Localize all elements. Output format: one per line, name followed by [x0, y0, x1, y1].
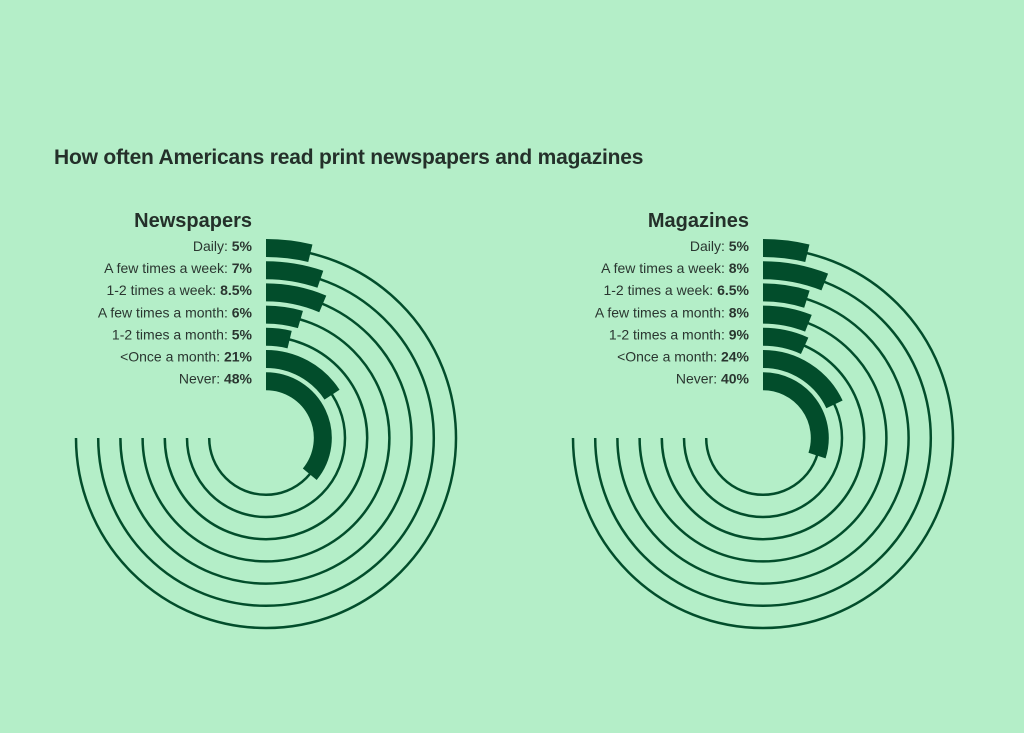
- label-never: Never: 48%: [179, 371, 253, 387]
- label-separator: :: [224, 304, 232, 320]
- label-separator: :: [713, 371, 721, 387]
- label-separator: :: [224, 260, 232, 276]
- value-label: 24%: [721, 349, 750, 365]
- category-label: Never: [676, 371, 714, 387]
- bar-never: [762, 372, 829, 459]
- label-separator: :: [216, 371, 224, 387]
- label-never: Never: 40%: [676, 371, 750, 387]
- value-label: 8%: [729, 260, 750, 276]
- value-label: 8.5%: [220, 282, 252, 298]
- label-1-2-times-a-month: 1-2 times a month: 9%: [609, 326, 750, 342]
- label-daily: Daily: 5%: [690, 238, 750, 254]
- track-a-few-times-a-month: [141, 313, 391, 563]
- track-a-few-times-a-week: [96, 268, 436, 608]
- value-label: 5%: [232, 238, 253, 254]
- bar-never: [265, 372, 332, 480]
- category-label: A few times a week: [104, 260, 225, 276]
- label-1-2-times-a-month: 1-2 times a month: 5%: [112, 326, 253, 342]
- label-daily: Daily: 5%: [193, 238, 253, 254]
- category-label: 1-2 times a month: [609, 326, 721, 342]
- label-a-few-times-a-week: A few times a week: 8%: [601, 260, 749, 276]
- category-label: 1-2 times a week: [106, 282, 213, 298]
- bar-a-few-times-a-week: [762, 261, 829, 291]
- label-separator: :: [721, 260, 729, 276]
- value-label: 6.5%: [717, 282, 749, 298]
- label-1-2-times-a-week: 1-2 times a week: 8.5%: [106, 282, 252, 298]
- label-a-few-times-a-month: A few times a month: 8%: [595, 304, 750, 320]
- panel-title: Newspapers: [134, 210, 252, 232]
- label-1-2-times-a-week: 1-2 times a week: 6.5%: [603, 282, 749, 298]
- label-separator: :: [721, 304, 729, 320]
- value-label: 40%: [721, 371, 750, 387]
- value-label: 48%: [224, 371, 253, 387]
- track-1-2-times-a-month: [163, 335, 369, 541]
- category-label: 1-2 times a week: [603, 282, 710, 298]
- bar-daily: [762, 239, 810, 263]
- label-separator: :: [216, 349, 224, 365]
- newspapers-panel: Newspapers Daily: 5% A few times a week: 7…: [74, 210, 458, 630]
- label-a-few-times-a-week: A few times a week: 7%: [104, 260, 252, 276]
- category-label: A few times a week: [601, 260, 722, 276]
- category-label: Never: [179, 371, 217, 387]
- label-separator: :: [224, 238, 232, 254]
- panel-title: Magazines: [648, 210, 749, 232]
- value-label: 6%: [232, 304, 253, 320]
- bar-1-2-times-a-week: [265, 283, 327, 313]
- bar-a-few-times-a-week: [265, 261, 324, 288]
- bar-1-2-times-a-month: [762, 327, 809, 355]
- value-label: 8%: [729, 304, 750, 320]
- track-1-2-times-a-month: [660, 335, 866, 541]
- label-separator: :: [709, 282, 717, 298]
- category-label: A few times a month: [98, 304, 224, 320]
- category-label: <Once a month: [617, 349, 713, 365]
- value-label: 5%: [232, 326, 253, 342]
- label-separator: :: [721, 326, 729, 342]
- bar-a-few-times-a-month: [265, 305, 303, 329]
- value-label: 9%: [729, 326, 750, 342]
- track-a-few-times-a-month: [638, 313, 888, 563]
- category-label: Daily: [690, 238, 721, 254]
- label-less-than-once-a-month: <Once a month: 24%: [617, 349, 749, 365]
- category-label: <Once a month: [120, 349, 216, 365]
- label-separator: :: [224, 326, 232, 342]
- magazines-panel: Magazines Daily: 5% A few times a week: 8%…: [571, 210, 955, 630]
- label-a-few-times-a-month: A few times a month: 6%: [98, 304, 253, 320]
- label-separator: :: [212, 282, 220, 298]
- track-daily: [74, 246, 458, 630]
- track-daily: [571, 246, 955, 630]
- category-label: A few times a month: [595, 304, 721, 320]
- bar-less-than-once-a-month: [762, 350, 843, 409]
- track-1-2-times-a-week: [119, 291, 413, 585]
- bar-daily: [265, 239, 313, 263]
- bar-1-2-times-a-month: [265, 327, 292, 349]
- value-label: 5%: [729, 238, 750, 254]
- value-label: 21%: [224, 349, 253, 365]
- label-less-than-once-a-month: <Once a month: 21%: [120, 349, 252, 365]
- label-separator: :: [713, 349, 721, 365]
- category-label: Daily: [193, 238, 224, 254]
- chart-title: How often Americans read print newspaper…: [54, 146, 644, 169]
- category-label: 1-2 times a month: [112, 326, 224, 342]
- bar-less-than-once-a-month: [265, 350, 340, 400]
- bar-1-2-times-a-week: [762, 283, 810, 308]
- track-a-few-times-a-week: [593, 268, 933, 608]
- value-label: 7%: [232, 260, 253, 276]
- label-separator: :: [721, 238, 729, 254]
- track-1-2-times-a-week: [616, 291, 910, 585]
- bar-a-few-times-a-month: [762, 305, 812, 332]
